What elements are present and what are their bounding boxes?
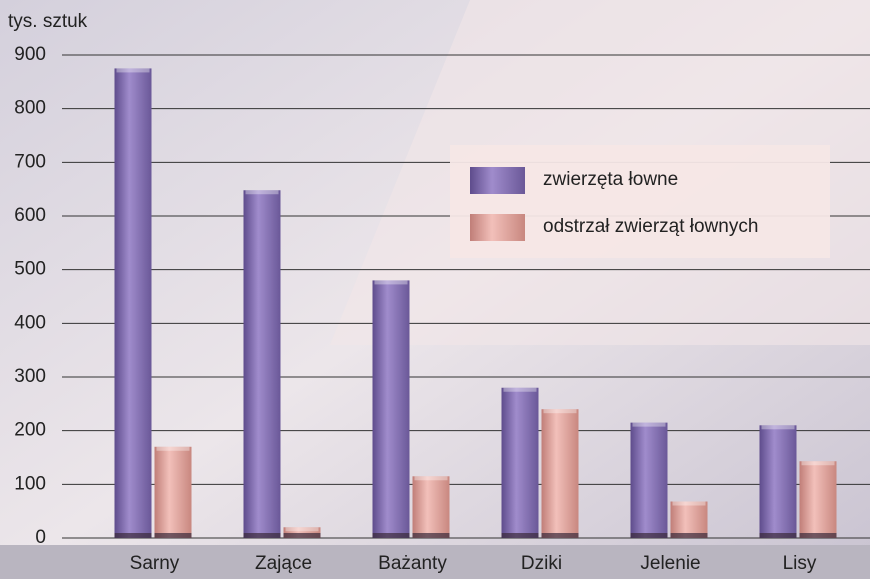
x-tick-label: Lisy: [783, 553, 817, 574]
bar: [283, 527, 321, 538]
bar-top: [414, 476, 448, 481]
bar-base: [630, 533, 668, 538]
y-tick-label: 900: [14, 44, 46, 65]
bar-base: [114, 533, 152, 538]
y-tick-label: 600: [14, 205, 46, 226]
legend: [450, 145, 830, 258]
bar-base: [501, 533, 539, 538]
y-tick-label: 500: [14, 259, 46, 280]
y-tick-label: 800: [14, 98, 46, 119]
y-tick-label: 200: [14, 420, 46, 441]
bar-top: [245, 190, 279, 195]
legend-label: odstrzał zwierząt łownych: [543, 216, 758, 237]
bar: [412, 476, 450, 538]
y-tick-label: 300: [14, 366, 46, 387]
bar-top: [801, 461, 835, 466]
bar: [759, 425, 797, 538]
x-tick-label: Bażanty: [378, 553, 447, 574]
bar: [114, 68, 152, 539]
bar-base: [541, 533, 579, 538]
bar-base: [670, 533, 708, 538]
x-tick-label: Dziki: [521, 553, 562, 574]
bar-base: [243, 533, 281, 538]
bar-top: [116, 68, 150, 73]
bar-top: [543, 409, 577, 414]
legend-label: zwierzęta łowne: [543, 169, 678, 190]
bar: [501, 387, 539, 538]
x-tick-label: Jelenie: [640, 553, 700, 574]
bar-top: [285, 527, 319, 532]
bar-top: [374, 280, 408, 285]
legend-swatch: [470, 167, 525, 194]
bar: [630, 422, 668, 538]
x-tick-label: Zające: [255, 553, 312, 574]
bar-base: [283, 533, 321, 538]
bar: [541, 409, 579, 538]
y-axis-label: tys. sztuk: [8, 11, 88, 32]
y-tick-label: 700: [14, 151, 46, 172]
bar-base: [759, 533, 797, 538]
bar-base: [372, 533, 410, 538]
x-tick-label: Sarny: [130, 553, 180, 574]
bar-top: [503, 387, 537, 392]
bar-base: [412, 533, 450, 538]
bar-base: [154, 533, 192, 538]
bar-base: [799, 533, 837, 538]
axis-strip: [0, 545, 870, 579]
y-tick-label: 100: [14, 473, 46, 494]
legend-swatch: [470, 214, 525, 241]
bar-top: [672, 501, 706, 506]
bar-top: [761, 425, 795, 430]
bar: [799, 461, 837, 538]
bar: [372, 280, 410, 538]
y-tick-label: 400: [14, 312, 46, 333]
bar-top: [156, 446, 190, 451]
bar: [243, 190, 281, 539]
bar-top: [632, 422, 666, 427]
bar: [154, 446, 192, 538]
y-tick-label: 0: [35, 527, 46, 548]
bar: [670, 501, 708, 538]
